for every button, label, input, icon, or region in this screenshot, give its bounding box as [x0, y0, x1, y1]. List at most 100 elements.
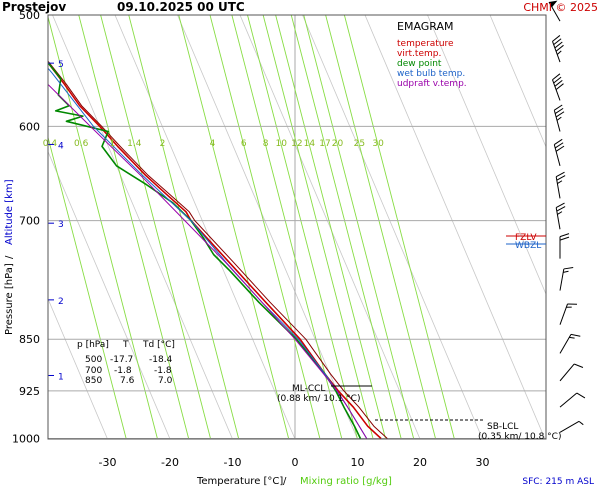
mixing-ratio-lines: [16, 15, 454, 439]
sb-lcl-label: SB-LCL: [487, 422, 518, 432]
table-row-850-t: 7.6: [120, 376, 135, 386]
y-axis-label-pressure: Pressure [hPa]: [4, 263, 15, 335]
wind-barb: [560, 301, 577, 328]
wind-barb: [560, 420, 583, 436]
legend-item-updraft: udpraft v.temp.: [397, 79, 467, 89]
wind-barb: [560, 362, 583, 387]
wind-barb: [560, 234, 569, 259]
table-row-850-p: 850: [85, 376, 102, 386]
dew-point-line: [0, 15, 360, 439]
altitude-tick-label: 4: [58, 141, 64, 151]
temperature-tick-label: 20: [413, 456, 427, 469]
pressure-tick-label: 1000: [12, 433, 40, 446]
wind-barb-full: [564, 266, 573, 271]
mixing-ratio-line: [248, 15, 358, 439]
temperature-tick-label: -20: [161, 456, 179, 469]
temperature-tick-label: 0: [292, 456, 299, 469]
table-header-t: T: [122, 340, 129, 350]
pressure-tick-label: 700: [19, 215, 40, 228]
wind-barb: [560, 391, 585, 414]
mixing-ratio-tick-label: 6: [241, 139, 247, 149]
mixing-ratio-tick-label: 10: [275, 139, 287, 149]
legend-item-temperature: temperature: [397, 39, 454, 49]
isotherm-line: [490, 15, 600, 439]
mixing-ratio-tick-label: 1: [110, 139, 116, 149]
mixing-ratio-tick-label: 20: [332, 139, 344, 149]
mixing-ratio-tick-label: 30: [372, 139, 384, 149]
wind-barb: [560, 332, 580, 358]
y-axis-label-separator: /: [4, 255, 15, 259]
mixing-ratio-line: [48, 15, 158, 439]
wind-barb-half: [557, 181, 562, 184]
legend-item-dew-point: dew point: [397, 59, 442, 69]
table-row-850-td: 7.0: [158, 376, 173, 386]
legend-title: EMAGRAM: [397, 20, 454, 33]
wind-barb: [556, 203, 569, 229]
isotherm-line: [240, 15, 420, 439]
mixing-ratio-line: [263, 15, 373, 439]
mixing-ratio-tick-label: 2: [160, 139, 166, 149]
mixing-ratio-tick-label: 17: [319, 139, 330, 149]
table-row-500-t: -17.7: [110, 355, 133, 365]
station-title: Prostejov: [2, 0, 66, 14]
copyright-label: CHMI © 2025: [523, 1, 598, 14]
temperature-tick-label: -10: [224, 456, 242, 469]
x-axis-label-separator: /: [283, 476, 287, 487]
wind-barb-half: [557, 117, 562, 120]
mixing-ratio-tick-label: 1.4: [127, 139, 142, 149]
wind-barb-staff: [560, 393, 577, 407]
mixing-ratio-tick-label: 4: [210, 139, 216, 149]
wind-barb-staff: [560, 364, 574, 381]
wind-barb: [560, 266, 573, 292]
mixing-ratio-tick-label: 8: [263, 139, 269, 149]
wind-barb-half: [563, 270, 568, 273]
x-axis-label-temp: Temperature [°C]: [196, 476, 283, 487]
mixing-ratio-tick-label: 12: [291, 139, 302, 149]
wind-barb: [551, 35, 568, 62]
y-axis-label-altitude: Altitude [km]: [4, 179, 15, 245]
sfc-label: SFC: 215 m ASL: [522, 477, 594, 487]
wind-barb-full: [560, 234, 569, 237]
legend-item-virt-temp: virt.temp.: [397, 49, 441, 59]
wind-barb-half: [557, 51, 562, 55]
x-axis-label-mixing: Mixing ratio [g/kg]: [300, 476, 392, 487]
mixing-ratio-tick-label: 0.6: [74, 139, 89, 149]
sb-lcl-value: (0.35 km/ 10.8 °C): [478, 432, 561, 442]
values-table: p [hPa] T Td [°C] 500 -17.7 -18.4 700 -1…: [77, 340, 175, 386]
pressure-tick-label: 850: [19, 333, 40, 346]
altitude-tick-label: 1: [58, 372, 64, 382]
ml-ccl-label: ML-CCL: [292, 384, 325, 394]
altitude-tick-label: 5: [58, 60, 64, 70]
table-header-p: p [hPa]: [77, 340, 109, 350]
table-header-td: Td [°C]: [142, 340, 175, 350]
wind-barb: [554, 105, 569, 131]
temperature-tick-label: 10: [351, 456, 365, 469]
table-row-500-td: -18.4: [149, 355, 173, 365]
legend-item-wet-bulb: wet bulb temp.: [397, 69, 465, 79]
isotherm-line: [115, 15, 295, 439]
wind-barbs: [549, 0, 585, 437]
altitude-tick-label: 3: [58, 220, 64, 230]
wind-barb-half: [579, 420, 583, 425]
wind-barb-half: [557, 212, 562, 215]
mixing-ratio-line: [129, 15, 239, 439]
wind-barb: [554, 139, 569, 165]
y-axis-label: Pressure [hPa] / Altitude [km]: [4, 179, 15, 335]
pressure-tick-label: 600: [19, 120, 40, 133]
temperature-tick-label: -30: [99, 456, 117, 469]
table-row-500-p: 500: [85, 355, 102, 365]
datetime-label: 09.10.2025 00 UTC: [117, 0, 245, 14]
wbzl-label: WBZL: [515, 241, 541, 251]
isotherm-line: [53, 15, 233, 439]
ml-ccl-value: (0.88 km/ 10.1 °C): [277, 394, 360, 404]
mixing-ratio-tick-label: 25: [354, 139, 365, 149]
wind-barb: [551, 74, 568, 101]
wind-barb-staff: [560, 421, 579, 432]
altitude-tick-label: 2: [58, 297, 64, 307]
mixing-ratio-line: [210, 15, 320, 439]
wind-barb-full: [568, 301, 577, 307]
table-row-700-td: -1.8: [154, 366, 172, 376]
mixing-ratio-line: [291, 15, 401, 439]
